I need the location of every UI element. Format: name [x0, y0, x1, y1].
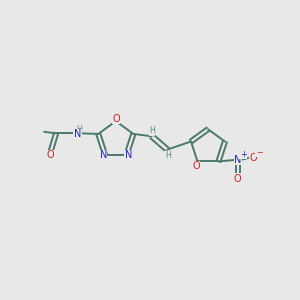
- Text: N: N: [74, 130, 81, 140]
- Text: O: O: [47, 150, 55, 160]
- Text: +: +: [240, 149, 246, 158]
- Text: H: H: [149, 126, 155, 135]
- Text: N: N: [125, 150, 132, 161]
- Text: H: H: [165, 151, 171, 160]
- Text: O: O: [112, 114, 120, 124]
- Text: −: −: [256, 148, 262, 157]
- Text: H: H: [76, 124, 82, 134]
- Text: N: N: [100, 150, 107, 161]
- Text: N: N: [234, 155, 242, 165]
- Text: O: O: [192, 161, 200, 171]
- Text: O: O: [234, 174, 242, 184]
- Text: O: O: [249, 153, 257, 163]
